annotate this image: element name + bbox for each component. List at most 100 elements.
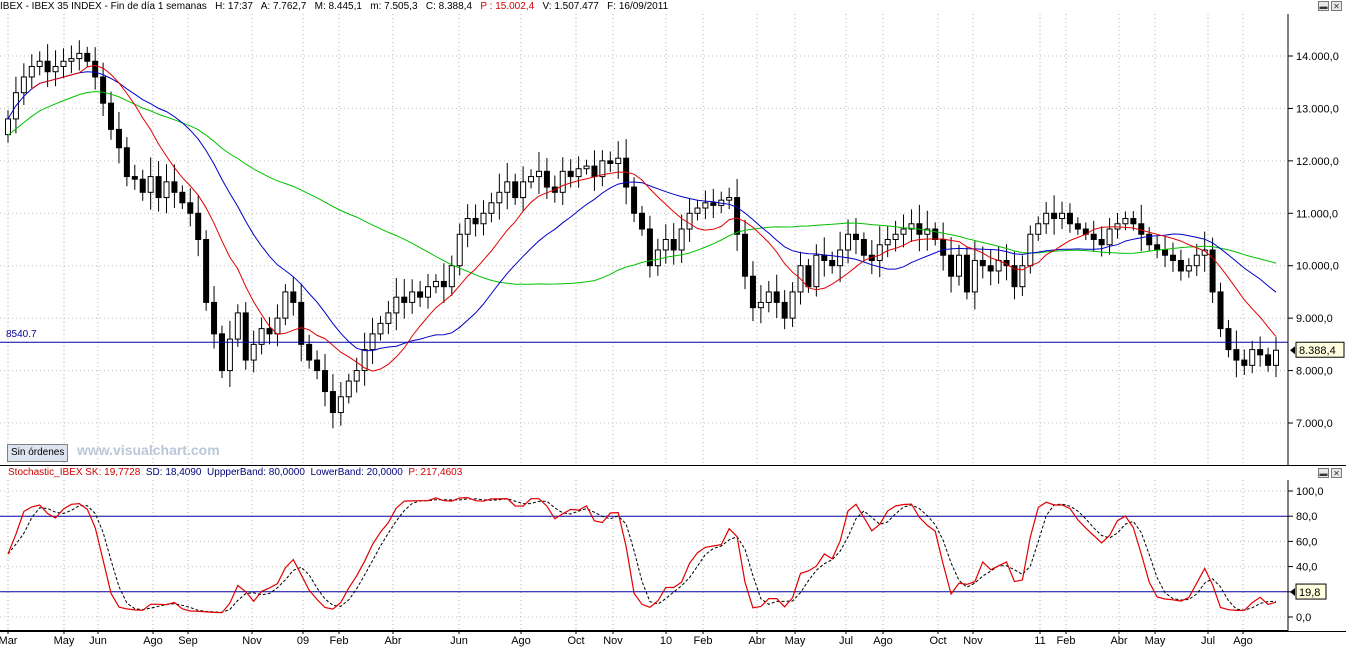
volume-value: V: 1.507.477: [542, 1, 599, 12]
candle-body: [583, 165, 590, 170]
candle-body: [242, 312, 249, 361]
y-tick-label: 11.000,0: [1296, 208, 1338, 220]
close-icon[interactable]: ✕: [1331, 468, 1342, 478]
candle-body: [1019, 265, 1026, 288]
candle-body: [559, 170, 566, 193]
candle-body: [543, 170, 550, 188]
low-value: m: 7.505,3: [370, 1, 418, 12]
price-chart[interactable]: 14.000,0 13.000,0 12.000,0 11.000,0 10.000,0…: [0, 14, 1346, 466]
candle-body: [813, 254, 820, 288]
y-tick-label: 10.000,0: [1296, 261, 1339, 273]
candle-body: [5, 118, 11, 136]
candle-body: [678, 228, 685, 251]
candle-body: [1130, 218, 1137, 225]
candle-body: [131, 176, 138, 180]
y-tick-label: 12.000,0: [1296, 156, 1339, 168]
candle-body: [1011, 265, 1018, 288]
price-window-controls: ▬ ✕: [1318, 1, 1342, 11]
p-value: P : 15.002,4: [480, 1, 535, 12]
y-tick-label: 7.000,0: [1296, 418, 1333, 430]
candle-body: [734, 197, 741, 235]
candle-body: [1051, 212, 1058, 220]
candle-body: [139, 178, 146, 193]
stoch-upper: UppperBand: 80,0000: [207, 467, 305, 478]
candle-body: [749, 275, 756, 309]
minimize-icon[interactable]: ▬: [1318, 468, 1329, 478]
candle-body: [496, 191, 503, 204]
stoch-k-line: [7, 496, 1277, 614]
stoch-y-tick-label: 40,0: [1296, 562, 1317, 574]
stochastic-chart[interactable]: 100,080,060,040,020,00,019,8: [0, 480, 1346, 632]
candle-body: [250, 343, 257, 361]
y-tick-label: 13.000,0: [1296, 103, 1339, 115]
x-tick-label: Oct: [567, 635, 584, 647]
x-tick-label: Ago: [143, 635, 163, 647]
candle-body: [36, 60, 43, 67]
x-tick-label: Abr: [1110, 635, 1127, 647]
orders-button[interactable]: Sin órdenes: [7, 444, 69, 462]
candle-body: [726, 197, 733, 201]
candle-body: [845, 233, 852, 251]
candle-body: [710, 202, 717, 206]
candle-body: [1035, 223, 1042, 235]
candle-body: [1225, 328, 1232, 351]
level-label: 8540.7: [6, 329, 37, 340]
candle-body: [480, 212, 487, 225]
candle-body: [860, 239, 867, 256]
y-tick-label: 14.000,0: [1296, 51, 1339, 63]
x-tick-label: Feb: [330, 635, 349, 647]
candle-body: [979, 259, 986, 267]
candle-body: [115, 128, 122, 149]
candle-body: [742, 233, 749, 277]
candle-body: [1233, 349, 1240, 361]
stoch-y-tick-label: 0,0: [1296, 612, 1311, 624]
candle-body: [1122, 218, 1129, 225]
candle-body: [924, 228, 931, 235]
candle-body: [322, 370, 328, 393]
x-tick-label: 11: [1034, 635, 1045, 647]
stoch-last-label: 19,8: [1299, 587, 1320, 599]
x-tick-label: Feb: [694, 635, 713, 647]
candle-body: [266, 328, 273, 335]
candle-body: [654, 249, 661, 267]
candle-body: [1169, 254, 1176, 261]
candle-body: [1106, 228, 1113, 246]
x-tick-label: May: [785, 635, 806, 647]
time-axis: Mar May Jun Ago Sep Nov 09 Feb Abr Jun Ago Oct Nov 10…: [0, 630, 1288, 647]
candle-body: [337, 396, 344, 414]
candle-body: [1066, 212, 1073, 225]
candle-body: [662, 239, 669, 251]
candle-body: [837, 249, 844, 267]
candle-body: [195, 212, 202, 241]
candle-body: [940, 239, 947, 256]
candle-body: [290, 291, 297, 303]
candle-body: [591, 165, 598, 178]
candle-body: [123, 147, 130, 178]
candle-body: [702, 202, 709, 209]
candle-body: [1162, 249, 1169, 256]
candle-body: [456, 233, 463, 267]
stoch-last-arrow: [1290, 588, 1295, 597]
candle-body: [971, 259, 978, 293]
candle-body: [163, 181, 170, 199]
candle-body: [401, 296, 408, 303]
candle-body: [448, 265, 455, 288]
candle-body: [948, 254, 955, 277]
candle-body: [314, 359, 321, 372]
candle-body: [639, 212, 645, 230]
close-icon[interactable]: ✕: [1331, 1, 1342, 11]
x-tick-label: Nov: [242, 635, 262, 647]
candle-body: [472, 218, 479, 225]
x-tick-label: Ago: [1233, 635, 1253, 647]
last-price-label: 8.388,4: [1299, 345, 1336, 357]
candle-body: [440, 280, 447, 288]
candle-body: [908, 223, 915, 230]
candle-body: [100, 76, 107, 104]
minimize-icon[interactable]: ▬: [1318, 1, 1329, 11]
candle-body: [694, 207, 701, 214]
candle-body: [821, 254, 828, 261]
candle-body: [1154, 244, 1161, 251]
stoch-sd: SD: 18,4090: [145, 467, 202, 478]
stoch-y-tick-label: 80,0: [1296, 511, 1317, 523]
candle-body: [108, 102, 115, 130]
